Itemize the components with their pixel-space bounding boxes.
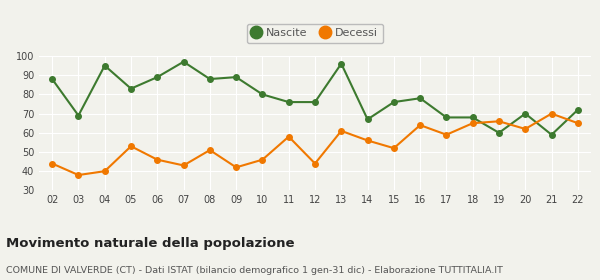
Legend: Nascite, Decessi: Nascite, Decessi bbox=[247, 24, 383, 43]
Text: Movimento naturale della popolazione: Movimento naturale della popolazione bbox=[6, 237, 295, 249]
Text: COMUNE DI VALVERDE (CT) - Dati ISTAT (bilancio demografico 1 gen-31 dic) - Elabo: COMUNE DI VALVERDE (CT) - Dati ISTAT (bi… bbox=[6, 266, 503, 275]
